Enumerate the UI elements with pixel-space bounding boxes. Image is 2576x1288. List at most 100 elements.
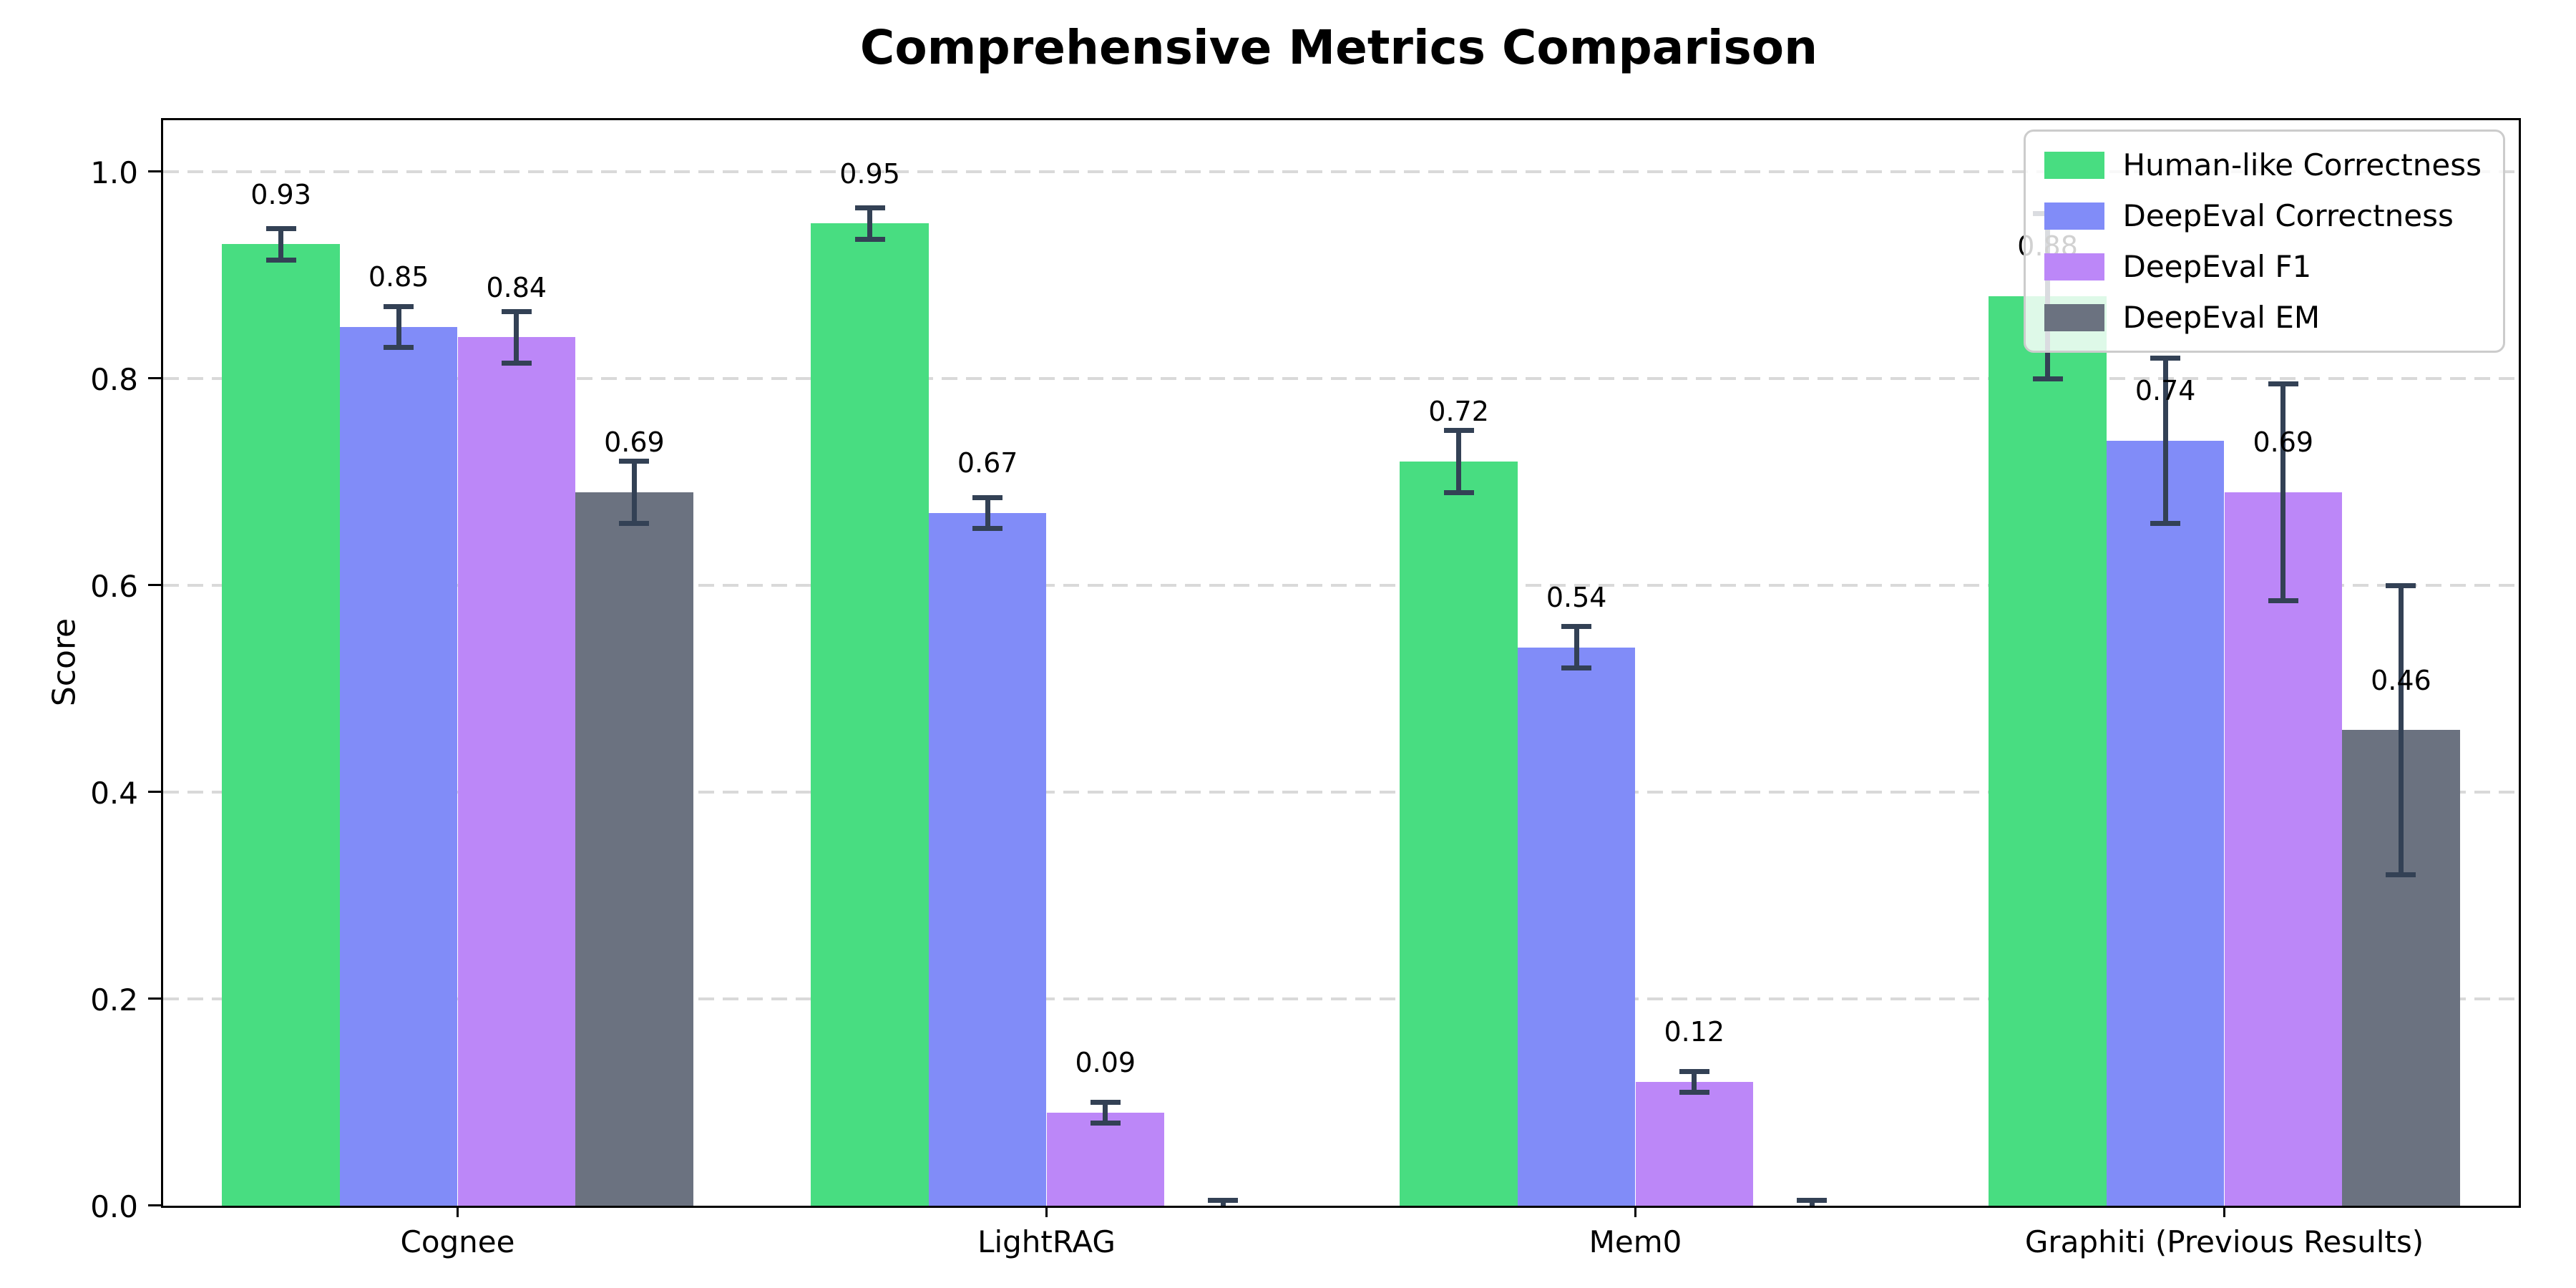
bar-value-label: 0.84 [486,271,547,303]
error-bar-cap [1561,665,1592,671]
chart-title: Comprehensive Metrics Comparison [859,20,1818,75]
y-tick-mark [148,584,161,587]
bar-value-label: 0.09 [1075,1047,1136,1079]
x-tick-label: Cognee [400,1224,515,1259]
grid-line [163,584,2519,587]
bar [222,244,340,1206]
x-tick-mark [1045,1206,1048,1217]
bar [1400,461,1518,1206]
y-tick-mark [148,997,161,1000]
error-bar [985,497,990,529]
grid-line [163,377,2519,381]
y-tick-label: 0.8 [90,362,138,398]
error-bar-cap [854,205,885,211]
error-bar [1574,626,1579,668]
bar-value-label: 0.74 [2135,375,2196,407]
error-bar-cap [1561,624,1592,630]
y-tick-label: 0.2 [90,982,138,1018]
legend-label: Human-like Correctness [2122,147,2482,182]
bar [339,326,458,1206]
y-tick-label: 0.0 [90,1189,138,1224]
bar [1989,296,2107,1206]
error-bar [2280,384,2286,601]
bar [1635,1081,1754,1206]
error-bar-cap [265,226,296,232]
error-bar [1456,430,1462,493]
bar-value-label: 0.93 [250,178,311,210]
y-tick-mark [148,377,161,380]
grid-line [163,791,2519,794]
error-bar-cap [1797,1198,1828,1204]
error-bar-cap [2386,582,2416,588]
error-bar [278,228,284,260]
error-bar-cap [501,308,532,314]
error-bar-cap [1679,1068,1709,1074]
error-bar-cap [1679,1089,1709,1095]
error-bar [867,208,873,240]
error-bar-cap [972,526,1003,532]
error-bar [396,306,401,348]
bar [928,513,1047,1206]
bar [1046,1112,1165,1206]
bar-value-label: 0.95 [839,157,900,190]
bar-value-label: 0.67 [957,447,1018,479]
legend-label: DeepEval F1 [2122,249,2312,284]
error-bar-cap [1443,427,1474,433]
x-tick-mark [2223,1206,2225,1217]
error-bar [631,461,637,524]
error-bar-cap [1208,1198,1239,1204]
y-tick-mark [148,170,161,173]
x-tick-label: Mem0 [1589,1224,1682,1259]
bar [457,337,576,1206]
error-bar [1220,1200,1226,1206]
error-bar-cap [854,236,885,242]
legend-item: DeepEval F1 [2044,249,2482,284]
error-bar-cap [1443,489,1474,495]
bar-value-label: 0.54 [1546,582,1607,614]
error-bar-cap [1090,1100,1121,1106]
bar [575,492,693,1206]
error-bar [2398,585,2404,875]
error-bar-cap [384,345,414,351]
error-bar-cap [2386,872,2416,878]
error-bar [514,311,519,364]
y-tick-label: 0.6 [90,569,138,605]
error-bar-cap [619,459,650,464]
legend-label: DeepEval EM [2122,300,2321,335]
bar [1517,647,1636,1206]
error-bar [1809,1200,1815,1206]
legend-swatch [2044,202,2104,230]
x-tick-mark [1634,1206,1636,1217]
x-tick-label: LightRAG [977,1224,1116,1259]
error-bar-cap [384,303,414,309]
bar [811,223,929,1206]
y-tick-label: 1.0 [90,155,138,191]
error-bar [2162,358,2168,524]
error-bar-cap [972,494,1003,500]
error-bar-cap [501,361,532,366]
legend-item: DeepEval EM [2044,300,2482,335]
error-bar-cap [1090,1120,1121,1126]
legend-swatch [2044,151,2104,179]
y-tick-label: 0.4 [90,776,138,811]
bar-value-label: 0.12 [1664,1015,1725,1048]
error-bar [1692,1071,1697,1093]
error-bar-cap [265,257,296,263]
error-bar-cap [2032,376,2063,381]
bar-value-label: 0.69 [604,426,665,459]
y-tick-mark [148,791,161,794]
legend-swatch [2044,303,2104,331]
x-tick-mark [457,1206,459,1217]
error-bar-cap [2150,355,2181,361]
bar [2106,440,2225,1206]
bar-value-label: 0.85 [368,261,429,293]
error-bar-cap [2268,598,2298,604]
bar-value-label: 0.72 [1428,396,1489,428]
error-bar-cap [2150,520,2181,526]
legend-label: DeepEval Correctness [2122,198,2454,233]
legend-swatch [2044,253,2104,280]
legend-item: Human-like Correctness [2044,147,2482,182]
legend-item: DeepEval Correctness [2044,198,2482,233]
x-tick-label: Graphiti (Previous Results) [2024,1224,2424,1259]
